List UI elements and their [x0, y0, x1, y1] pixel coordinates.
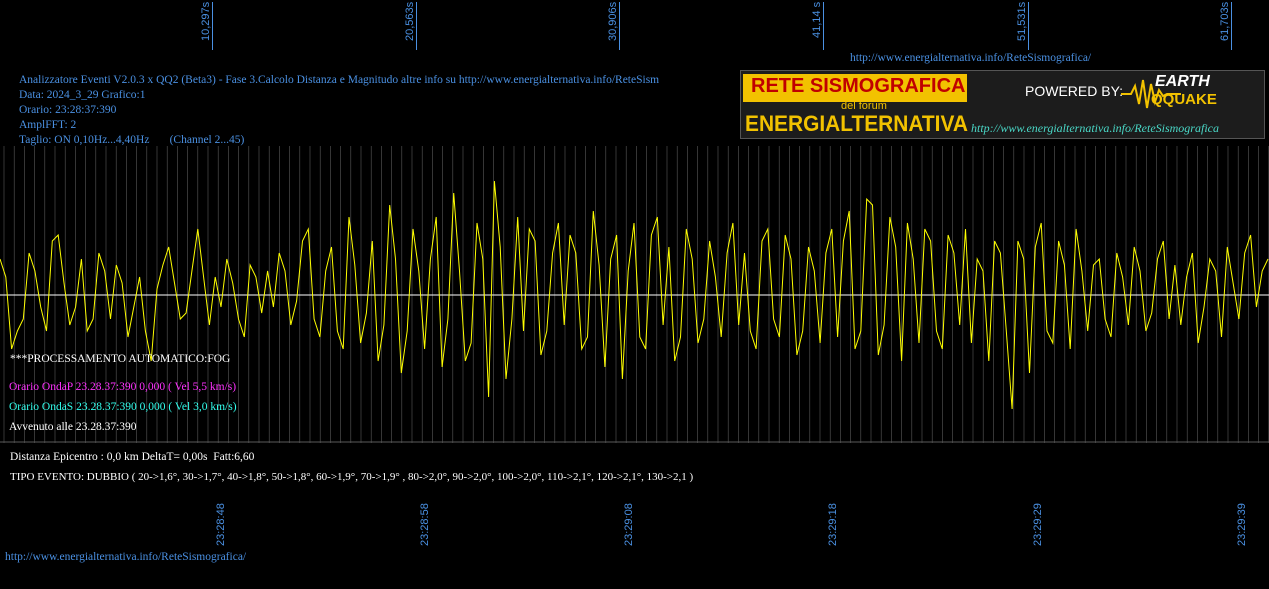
top-time-label: 30,906s [607, 2, 620, 50]
logo-powered-by: POWERED BY: [1025, 83, 1124, 99]
avvenuto-label: Avvenuto alle 23.28.37:390 [9, 421, 137, 433]
header-url[interactable]: http://www.energialternativa.info/ReteSi… [850, 52, 1092, 64]
rete-sismografica-logo: RETE SISMOGRAFICA del forum ENERGIALTERN… [740, 70, 1265, 139]
logo-title: RETE SISMOGRAFICA [751, 75, 966, 97]
onda-s-time: Orario OndaS 23.28.37:390 0,000 ( Vel 3,… [9, 401, 237, 413]
bottom-time-label: 23:29:39 [1236, 503, 1248, 546]
info-block: Analizzatore Eventi V2.0.3 x QQ2 (Beta3)… [19, 73, 659, 148]
info-line-date: Data: 2024_3_29 Grafico:1 [19, 89, 146, 101]
bottom-time-label: 23:29:29 [1032, 503, 1044, 546]
info-line-version: Analizzatore Eventi V2.0.3 x QQ2 (Beta3)… [19, 74, 660, 86]
top-time-label: 20,563s [404, 2, 417, 50]
seismogram-chart [0, 146, 1269, 443]
info-line-filter: Taglio: ON 0,10Hz...4,40Hz (Channel 2...… [19, 134, 245, 146]
top-time-label: 10,297s [200, 2, 213, 50]
top-time-label: 61,703s [1219, 2, 1232, 50]
bottom-time-label: 23:28:48 [215, 503, 227, 546]
top-time-label: 41,14 s [811, 2, 824, 50]
distance-epicenter: Distanza Epicentro : 0,0 km DeltaT= 0,00… [10, 451, 255, 463]
logo-qquake: QQUAKE [1151, 91, 1217, 108]
logo-title-bg [743, 74, 967, 102]
bottom-time-label: 23:29:08 [623, 503, 635, 546]
logo-subtitle: del forum [841, 100, 887, 112]
bottom-time-label: 23:29:18 [827, 503, 839, 546]
seismic-trace [0, 180, 1269, 410]
info-line-time: Orario: 23:28:37:390 [19, 104, 117, 116]
logo-earth: EARTH [1155, 73, 1210, 90]
bottom-time-label: 23:28:58 [419, 503, 431, 546]
processing-auto-label: ***PROCESSAMENTO AUTOMATICO:FOG [10, 353, 231, 365]
info-line-amplfft: AmplFFT: 2 [19, 119, 77, 131]
top-time-label: 51,531s [1016, 2, 1029, 50]
onda-p-time: Orario OndaP 23.28.37:390 0,000 ( Vel 5,… [9, 381, 237, 393]
footer-url[interactable]: http://www.energialternativa.info/ReteSi… [5, 551, 247, 563]
logo-brand: ENERGIALTERNATIVA [745, 111, 968, 136]
logo-url[interactable]: http://www.energialternativa.info/ReteSi… [971, 121, 1219, 135]
seismograph-icon [1121, 79, 1181, 109]
event-type: TIPO EVENTO: DUBBIO ( 20->1,6°, 30->1,7°… [10, 471, 694, 483]
